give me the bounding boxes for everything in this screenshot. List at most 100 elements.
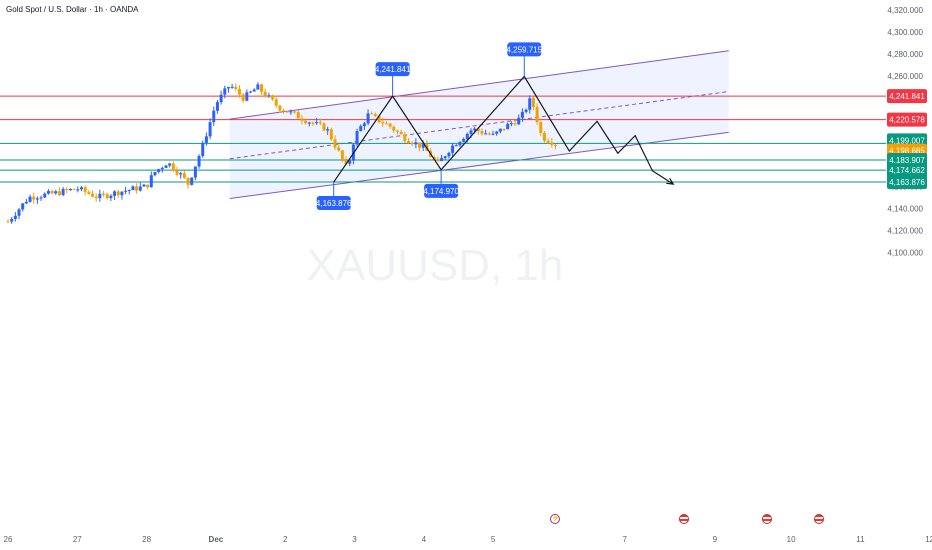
price-tag	[887, 112, 927, 127]
us-flag-event-icon[interactable]	[813, 514, 824, 524]
candle-body	[54, 191, 58, 194]
candle-body	[406, 140, 410, 143]
candle-body	[65, 188, 69, 191]
zigzag-path[interactable]	[333, 75, 674, 185]
candle-body	[520, 111, 524, 118]
candle-body	[124, 190, 128, 192]
candle-body	[542, 133, 546, 141]
candle-body	[230, 86, 234, 88]
us-flag-event-icon[interactable]	[678, 514, 689, 524]
price-tag-label: 4,183.907	[889, 156, 925, 165]
candle-body	[252, 89, 256, 92]
candle-body	[83, 187, 87, 192]
candle-body	[329, 129, 333, 140]
candle-body	[539, 122, 543, 134]
candle-body	[553, 144, 557, 146]
candle-body	[13, 215, 17, 219]
zigzag-projection[interactable]	[333, 75, 675, 185]
lightning-event-icon[interactable]: ⚡	[550, 514, 561, 524]
candle-body	[307, 122, 311, 124]
callout-label: 4,174.970	[423, 187, 459, 196]
candle-body	[223, 88, 227, 95]
candle-body	[204, 136, 208, 143]
candle-body	[340, 150, 344, 160]
candle-body	[135, 186, 139, 191]
candle-body	[43, 193, 47, 198]
price-callouts: 4,241.841 4,259.715 4,163.876 4,174.970	[316, 42, 543, 211]
candle-body	[113, 191, 117, 196]
candle-body	[10, 218, 14, 222]
candle-body	[260, 84, 264, 92]
callout-label: 4,163.876	[316, 199, 352, 208]
candle-body	[263, 91, 267, 97]
x-tick-label: 11	[856, 535, 865, 544]
channel-drawing[interactable]	[229, 50, 729, 199]
candle-body	[219, 94, 223, 103]
candle-body	[447, 152, 451, 157]
candle-body	[513, 123, 517, 125]
candle-body	[414, 142, 418, 145]
candle-body	[153, 171, 157, 176]
candle-body	[105, 194, 109, 199]
candle-body	[179, 173, 183, 175]
price-tag-label: 4,241.841	[889, 92, 925, 101]
candle-body	[160, 167, 164, 170]
candle-body	[304, 120, 308, 124]
price-axis-tags: 4,241.841 4,220.578 4,199.007 4,198.6854,18…	[887, 89, 927, 190]
candle-body	[68, 188, 72, 191]
candle-body	[476, 128, 480, 132]
candle-body	[322, 123, 326, 131]
candle-body	[296, 112, 300, 119]
candle-body	[24, 201, 28, 204]
candle-body	[116, 191, 120, 196]
candle-body	[98, 193, 102, 199]
candle-body	[39, 197, 43, 199]
candle-body	[381, 122, 385, 124]
price-tag-label: 4,174.662	[889, 166, 925, 175]
time-axis[interactable]: 26 27 28 Dec 2 3 4 5 7 9 10 11 12	[4, 535, 932, 544]
y-tick-label: 4,100.000	[887, 248, 923, 257]
candle-body	[348, 160, 352, 164]
channel-fill	[229, 50, 729, 199]
candle-body	[465, 133, 469, 139]
channel-upper-line[interactable]	[229, 50, 729, 120]
candle-body	[35, 198, 39, 200]
candle-body	[509, 123, 513, 125]
candle-body	[487, 133, 491, 135]
candle-body	[237, 89, 241, 95]
y-tick-label: 4,280.000	[887, 50, 923, 59]
price-tag-label: 4,163.876	[889, 178, 925, 187]
candle-body	[293, 111, 297, 113]
candle-body	[274, 99, 278, 106]
candle-body	[32, 196, 36, 200]
price-tag-label: 4,220.578	[889, 116, 925, 125]
candle-body	[458, 141, 462, 146]
x-tick-label: 26	[4, 535, 13, 544]
symbol-watermark: XAUUSD, 1h	[307, 241, 564, 290]
candle-body	[157, 169, 161, 172]
price-axis[interactable]: 4,320.000 4,300.000 4,280.000 4,260.000 4,24…	[887, 6, 923, 257]
candle-body	[21, 203, 25, 210]
candle-body	[168, 163, 172, 166]
us-flag-event-icon[interactable]	[761, 514, 772, 524]
candle-body	[245, 92, 249, 101]
candle-body	[212, 110, 216, 123]
candle-body	[120, 191, 124, 196]
candle-body	[193, 166, 197, 178]
y-tick-label: 4,320.000	[887, 6, 923, 15]
candle-body	[79, 187, 83, 190]
candle-body	[392, 126, 396, 131]
horizontal-levels[interactable]	[0, 95, 886, 183]
candle-body	[410, 142, 414, 145]
candle-body	[278, 105, 282, 111]
y-tick-label: 4,140.000	[887, 204, 923, 213]
candle-body	[546, 140, 550, 143]
candle-body	[498, 128, 502, 132]
candle-body	[267, 95, 271, 97]
price-tag-label: 4,198.685	[889, 147, 925, 156]
candle-body	[473, 128, 477, 131]
candle-body	[226, 87, 230, 89]
candle-body	[28, 196, 32, 202]
